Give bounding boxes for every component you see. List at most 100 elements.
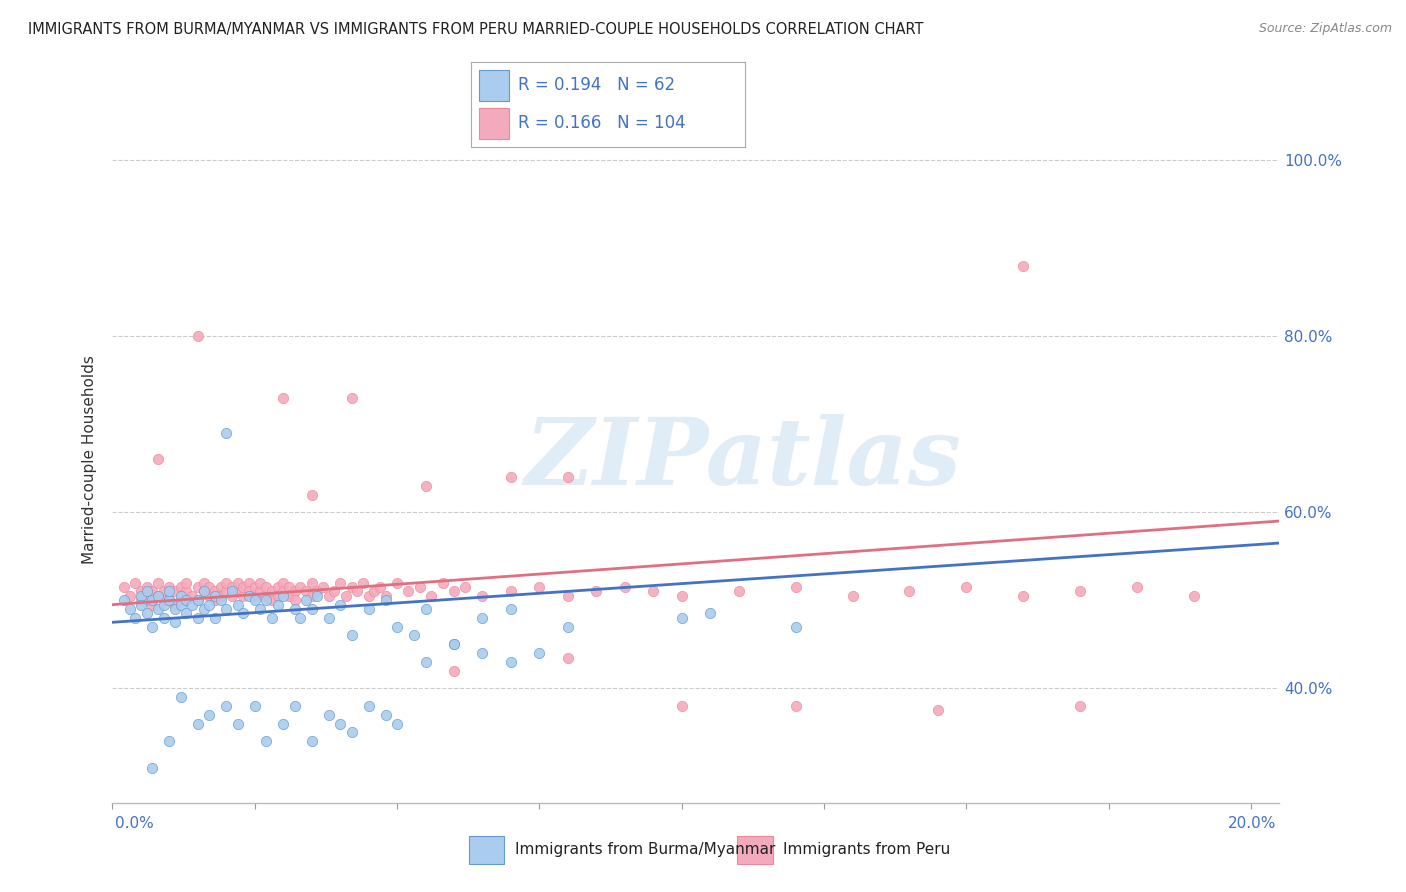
Point <box>301 602 323 616</box>
Point <box>209 589 232 603</box>
Point <box>613 580 636 594</box>
Point <box>699 607 721 621</box>
Text: R = 0.166   N = 104: R = 0.166 N = 104 <box>517 114 685 132</box>
Point <box>141 584 163 599</box>
Point <box>557 589 579 603</box>
Point <box>1126 580 1149 594</box>
Point <box>209 580 232 594</box>
Point <box>271 584 294 599</box>
Point <box>176 575 198 590</box>
Text: 0.0%: 0.0% <box>115 816 155 831</box>
Point <box>157 593 180 607</box>
Point <box>118 602 141 616</box>
Point <box>124 575 146 590</box>
Point <box>301 575 323 590</box>
Point <box>363 584 385 599</box>
Point <box>323 584 346 599</box>
Point <box>165 598 187 612</box>
Point <box>249 575 271 590</box>
Point <box>118 589 141 603</box>
Point <box>415 479 437 493</box>
Point <box>176 593 198 607</box>
Point <box>529 580 551 594</box>
Point <box>529 646 551 660</box>
Point <box>301 734 323 748</box>
Point <box>254 580 277 594</box>
Point <box>340 580 363 594</box>
Point <box>301 487 323 501</box>
Point <box>232 589 254 603</box>
Point <box>278 580 301 594</box>
Point <box>146 589 169 603</box>
Point <box>215 425 238 440</box>
Point <box>284 584 307 599</box>
FancyBboxPatch shape <box>470 836 505 863</box>
Point <box>557 470 579 484</box>
Point <box>226 584 249 599</box>
Point <box>671 698 693 713</box>
Point <box>1012 259 1035 273</box>
Point <box>243 698 266 713</box>
Point <box>193 584 215 599</box>
Point <box>420 589 443 603</box>
Point <box>204 593 226 607</box>
Point <box>193 584 215 599</box>
FancyBboxPatch shape <box>479 108 509 139</box>
Point <box>141 761 163 775</box>
Point <box>141 620 163 634</box>
Point <box>785 620 807 634</box>
Text: Immigrants from Burma/Myanmar: Immigrants from Burma/Myanmar <box>515 842 775 857</box>
Point <box>124 611 146 625</box>
Point <box>254 593 277 607</box>
Point <box>404 628 426 642</box>
Text: ZIPatlas: ZIPatlas <box>524 415 962 504</box>
Point <box>374 589 396 603</box>
Text: Source: ZipAtlas.com: Source: ZipAtlas.com <box>1258 22 1392 36</box>
Point <box>209 593 232 607</box>
Point <box>187 580 209 594</box>
Point <box>215 584 238 599</box>
Point <box>927 703 949 717</box>
Point <box>129 598 152 612</box>
Point <box>398 584 420 599</box>
Point <box>112 580 135 594</box>
Text: 20.0%: 20.0% <box>1229 816 1277 831</box>
Point <box>187 593 209 607</box>
Point <box>146 452 169 467</box>
Point <box>284 602 307 616</box>
Point <box>152 598 174 612</box>
Point <box>1069 584 1091 599</box>
Point <box>443 637 465 651</box>
Point <box>157 584 180 599</box>
Point <box>135 584 157 599</box>
Point <box>443 637 465 651</box>
Point <box>471 646 494 660</box>
Point <box>295 593 318 607</box>
Point <box>443 664 465 678</box>
Point <box>266 598 288 612</box>
Text: IMMIGRANTS FROM BURMA/MYANMAR VS IMMIGRANTS FROM PERU MARRIED-COUPLE HOUSEHOLDS : IMMIGRANTS FROM BURMA/MYANMAR VS IMMIGRA… <box>28 22 924 37</box>
Text: Immigrants from Peru: Immigrants from Peru <box>783 842 950 857</box>
Point <box>157 580 180 594</box>
FancyBboxPatch shape <box>737 836 773 863</box>
Point <box>1012 589 1035 603</box>
Point <box>307 584 329 599</box>
Point <box>193 575 215 590</box>
Point <box>357 602 380 616</box>
Point <box>318 589 340 603</box>
Point <box>152 593 174 607</box>
Point <box>368 580 391 594</box>
Point <box>415 655 437 669</box>
Point <box>157 734 180 748</box>
Point <box>181 598 204 612</box>
Point <box>215 698 238 713</box>
Point <box>221 580 243 594</box>
Point <box>385 620 408 634</box>
Point <box>499 584 522 599</box>
Point <box>112 593 135 607</box>
Point <box>329 598 352 612</box>
Point <box>278 589 301 603</box>
Point <box>170 690 193 705</box>
Text: R = 0.194   N = 62: R = 0.194 N = 62 <box>517 77 675 95</box>
Point <box>204 611 226 625</box>
